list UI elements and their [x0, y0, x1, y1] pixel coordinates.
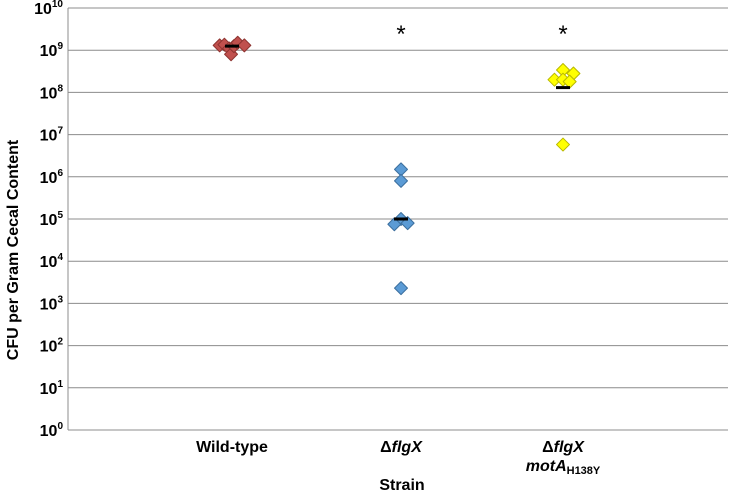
y-tick-exponent: 10: [52, 0, 64, 10]
significance-marker: *: [558, 21, 567, 48]
y-tick-label: 100: [40, 421, 64, 440]
y-tick-label: 106: [40, 168, 64, 187]
x-category-label: ΔflgX: [542, 439, 585, 456]
y-tick-base: 10: [40, 170, 58, 187]
y-tick-base: 10: [34, 1, 52, 18]
y-tick-exponent: 9: [57, 41, 63, 52]
y-tick-exponent: 0: [57, 421, 63, 432]
y-tick-exponent: 2: [57, 337, 63, 348]
data-point: [394, 173, 408, 188]
x-category-label: ΔflgX: [380, 439, 423, 456]
x-axis-title: Strain: [379, 477, 424, 494]
category-label-part: Δ: [542, 439, 554, 456]
category-label-part: motA: [526, 458, 567, 475]
y-tick-base: 10: [40, 339, 58, 356]
y-tick-exponent: 7: [57, 126, 63, 137]
y-tick-label: 102: [40, 337, 64, 356]
data-point: [387, 217, 402, 232]
median-bars: [225, 44, 570, 221]
significance-markers: * *: [396, 21, 567, 48]
data-point: [556, 137, 570, 152]
category-label-part: H138Y: [567, 465, 601, 477]
y-tick-exponent: 6: [57, 168, 63, 179]
data-point: [237, 38, 252, 53]
category-label-part: Δ: [380, 439, 392, 456]
y-tick-label: 103: [40, 294, 64, 313]
data-point: [394, 281, 408, 296]
y-tick-base: 10: [40, 128, 58, 145]
y-tick-label: 1010: [34, 0, 63, 18]
data-points: [212, 35, 581, 296]
y-tick-base: 10: [40, 254, 58, 271]
y-tick-exponent: 5: [57, 210, 63, 221]
y-tick-label: 108: [40, 83, 64, 102]
significance-marker: *: [396, 21, 405, 48]
y-tick-exponent: 3: [57, 294, 63, 305]
y-tick-label: 104: [40, 252, 64, 271]
y-tick-base: 10: [40, 43, 58, 60]
y-tick-exponent: 1: [57, 379, 63, 390]
category-label-part: flgX: [392, 439, 424, 456]
category-label-part: Wild-type: [196, 439, 268, 456]
y-axis-title: CFU per Gram Cecal Content: [5, 139, 22, 360]
y-tick-label: 109: [40, 41, 64, 60]
axes: [67, 8, 728, 431]
x-category-label: Wild-type: [196, 439, 268, 456]
y-tick-base: 10: [40, 296, 58, 313]
y-tick-label: 107: [40, 126, 64, 145]
y-tick-label: 105: [40, 210, 64, 229]
y-tick-exponent: 8: [57, 83, 63, 94]
y-tick-base: 10: [40, 212, 58, 229]
y-tick-label: 101: [40, 379, 64, 398]
y-tick-base: 10: [40, 423, 58, 440]
y-tick-base: 10: [40, 381, 58, 398]
y-tick-base: 10: [40, 85, 58, 102]
category-label-part: flgX: [554, 439, 586, 456]
y-tick-exponent: 4: [57, 252, 63, 263]
x-category-label-line2: motAH138Y: [526, 458, 601, 477]
